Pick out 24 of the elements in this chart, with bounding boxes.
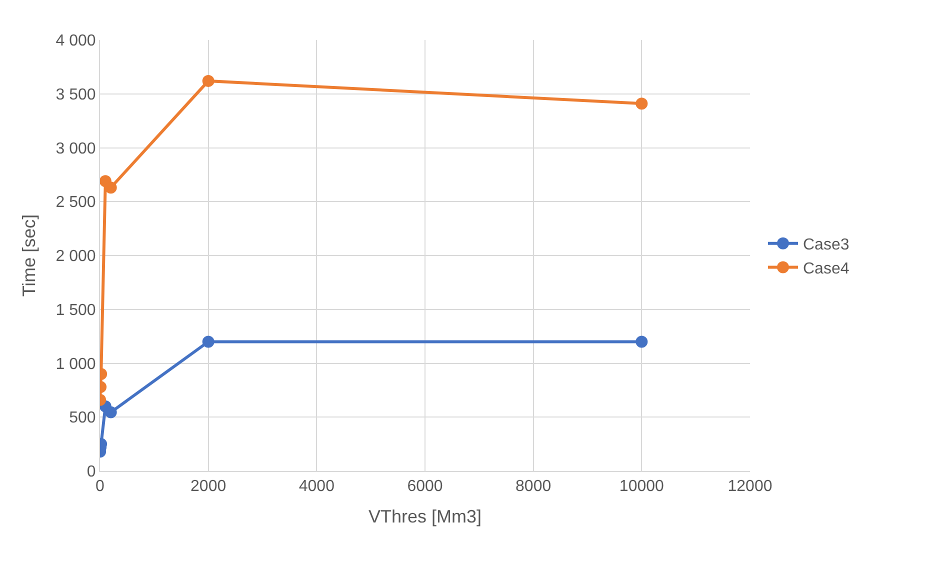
x-tick-label: 12000 — [728, 478, 772, 496]
legend-label: Case4 — [803, 260, 850, 278]
x-tick-label: 10000 — [619, 478, 664, 496]
x-tick-label: 2000 — [190, 478, 226, 496]
y-tick-label: 3 500 — [56, 86, 96, 104]
point — [202, 74, 214, 87]
y-tick-label: 500 — [69, 410, 96, 427]
y-tick-label: 1 500 — [56, 302, 96, 319]
x-axis-title: VThres [Mm3] — [368, 506, 482, 526]
legend-label: Case3 — [803, 236, 850, 254]
y-tick-label: 1 000 — [56, 356, 96, 373]
x-tick-label: 6000 — [407, 478, 443, 496]
x-tick-label: 8000 — [516, 478, 552, 496]
y-tick-label: 2 500 — [56, 194, 96, 212]
y-tick-label: 3 000 — [56, 140, 96, 158]
y-axis-title: Time [sec] — [18, 214, 39, 297]
point — [636, 98, 648, 110]
point — [636, 336, 648, 348]
y-tick-label: 0 — [86, 464, 96, 481]
point — [202, 336, 214, 348]
y-tick-label: 4 000 — [56, 32, 96, 50]
y-tick-label: 2 000 — [56, 248, 96, 266]
x-tick-label: 4000 — [298, 478, 335, 496]
point — [104, 406, 117, 418]
